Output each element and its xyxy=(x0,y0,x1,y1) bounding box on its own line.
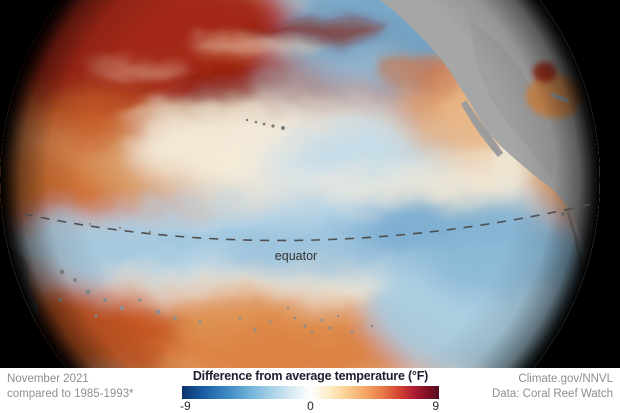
colorbar-tick-max: 9 xyxy=(432,399,439,413)
globe-shading xyxy=(0,0,600,413)
baseline-line: compared to 1985-1993* xyxy=(7,388,134,400)
globe-visualization: equator xyxy=(0,0,600,413)
colorbar-tick-min: -9 xyxy=(180,399,191,413)
colorbar-gradient xyxy=(182,386,439,399)
date-line: November 2021 xyxy=(7,373,89,385)
colorbar-tick-mid: 0 xyxy=(307,399,314,413)
equator-label: equator xyxy=(275,249,317,263)
credit-block: Climate.gov/NNVL Data: Coral Reef Watch xyxy=(492,372,613,402)
colorbar-ticks: -9 0 9 xyxy=(180,399,439,413)
colorbar-title: Difference from average temperature (°F) xyxy=(192,369,429,383)
date-block: November 2021 compared to 1985-1993* xyxy=(7,372,134,402)
data-source-line: Data: Coral Reef Watch xyxy=(491,388,613,400)
credit-line: Climate.gov/NNVL xyxy=(518,373,613,385)
globe-image: equator xyxy=(0,0,600,413)
caption-bar: November 2021 compared to 1985-1993* Dif… xyxy=(0,368,620,413)
